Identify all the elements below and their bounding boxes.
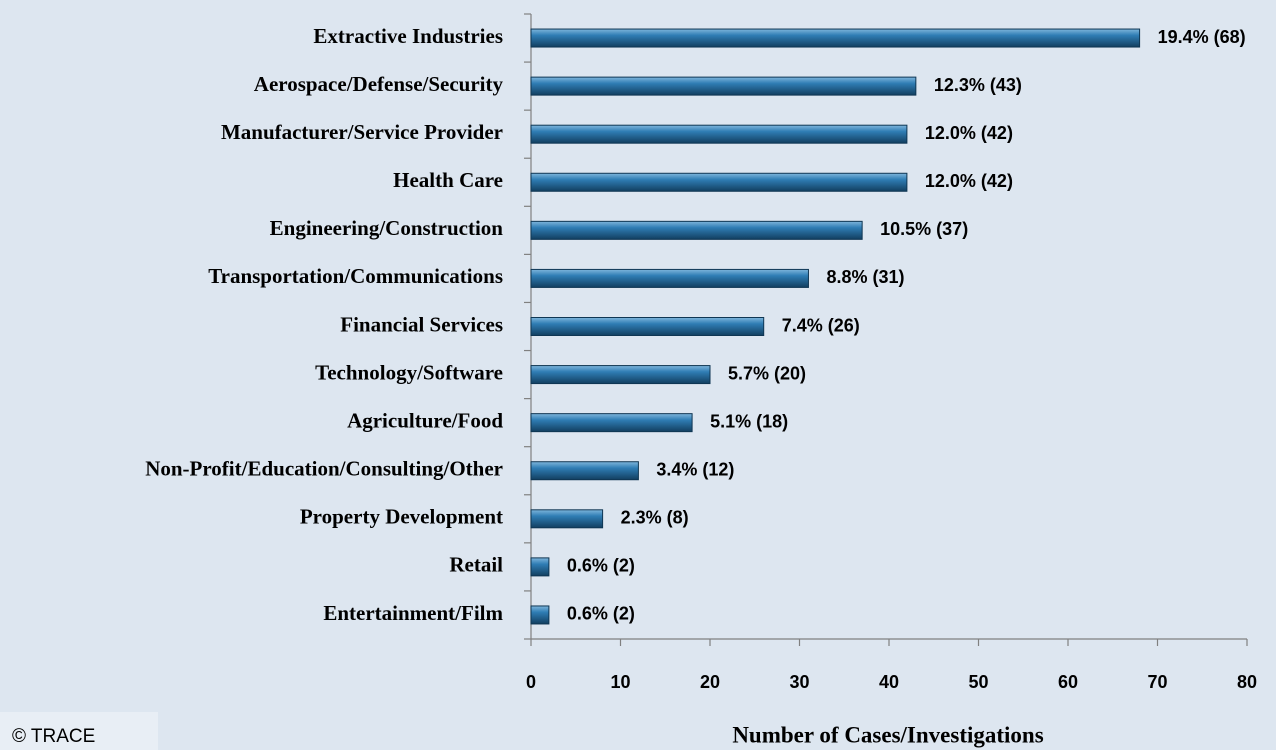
x-tick-label: 50: [968, 672, 988, 692]
x-tick-label: 40: [879, 672, 899, 692]
x-tick-label: 20: [700, 672, 720, 692]
bar: [530, 172, 908, 192]
value-label: 8.8% (31): [826, 267, 904, 287]
y-tick-label: Agriculture/Food: [347, 408, 503, 432]
bar: [530, 317, 765, 336]
y-tick-label: Retail: [449, 553, 503, 577]
bar: [530, 220, 863, 240]
value-label: 5.7% (20): [728, 363, 806, 383]
y-tick-label: Property Development: [300, 505, 503, 529]
value-label: 3.4% (12): [656, 459, 734, 479]
x-tick-label: 0: [526, 672, 536, 692]
value-label: 5.1% (18): [710, 411, 788, 431]
bar: [530, 124, 908, 144]
value-label: 7.4% (26): [782, 315, 860, 335]
value-label: 19.4% (68): [1158, 27, 1246, 47]
y-tick-label: Non-Profit/Education/Consulting/Other: [145, 457, 503, 481]
y-tick-label: Health Care: [393, 168, 503, 192]
bar: [530, 605, 550, 625]
x-tick-label: 30: [789, 672, 809, 692]
bar: [530, 28, 1141, 48]
annotation-box: [0, 712, 158, 750]
y-tick-label: Aerospace/Defense/Security: [254, 72, 504, 96]
x-tick-label: 60: [1058, 672, 1078, 692]
y-tick-label: Manufacturer/Service Provider: [221, 120, 503, 144]
y-tick-label: Entertainment/Film: [323, 601, 503, 625]
bar: [530, 365, 711, 385]
value-label: 12.0% (42): [925, 171, 1013, 191]
x-tick-label: 80: [1237, 672, 1257, 692]
bar: [530, 76, 917, 96]
value-label: 2.3% (8): [621, 508, 689, 528]
value-label: 12.3% (43): [934, 75, 1022, 95]
x-tick-label: 10: [610, 672, 630, 692]
value-label: 0.6% (2): [567, 604, 635, 624]
bar: [530, 268, 809, 288]
x-tick-label: 70: [1147, 672, 1167, 692]
value-label: 12.0% (42): [925, 123, 1013, 143]
value-label: 10.5% (37): [880, 219, 968, 239]
bar: [530, 413, 693, 433]
bar: [530, 461, 639, 481]
y-tick-label: Transportation/Communications: [208, 264, 503, 288]
x-axis-label: Number of Cases/Investigations: [732, 722, 1043, 747]
annotation: © TRACE: [12, 726, 95, 747]
bar: [530, 509, 604, 529]
y-tick-label: Engineering/Construction: [270, 216, 504, 240]
y-tick-label: Financial Services: [340, 312, 503, 336]
value-label: 0.6% (2): [567, 556, 635, 576]
y-tick-label: Technology/Software: [315, 360, 503, 384]
y-tick-label: Extractive Industries: [313, 24, 503, 48]
bar: [530, 557, 550, 577]
